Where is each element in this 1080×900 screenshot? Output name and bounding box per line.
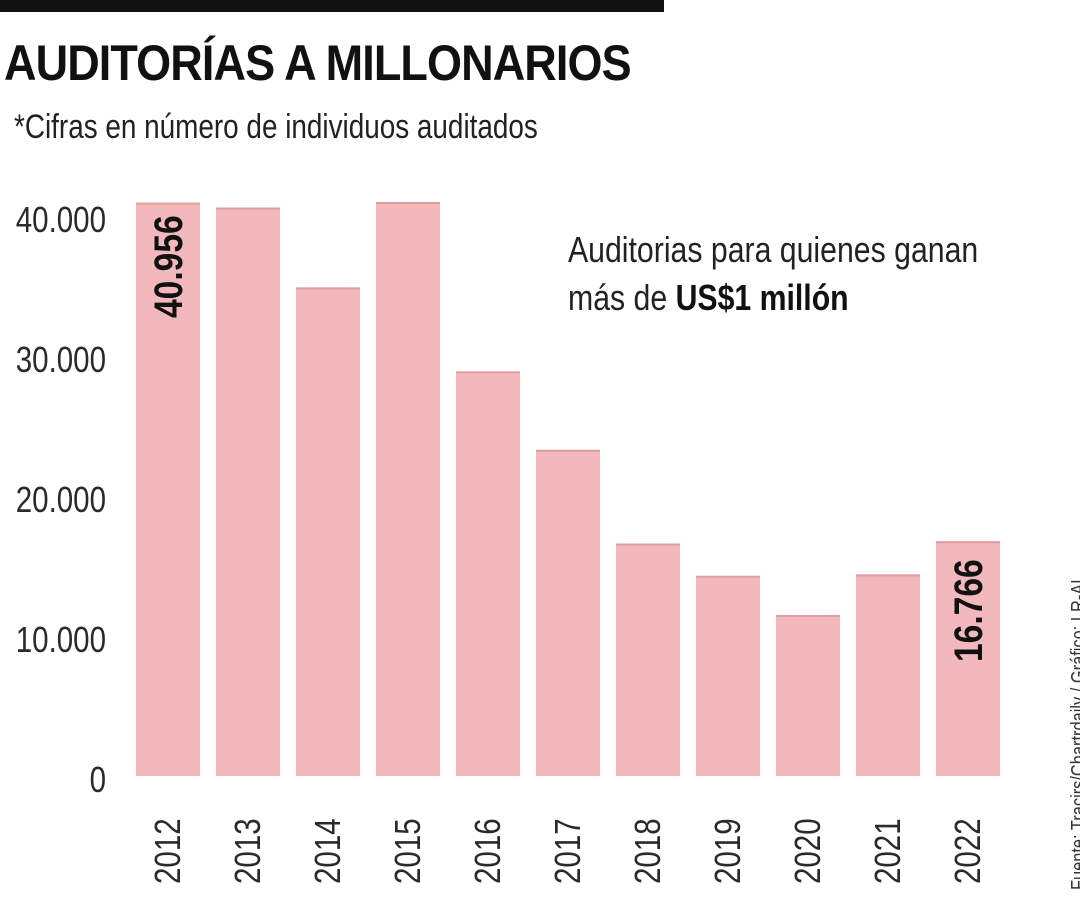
bar-2018 [616,543,680,776]
x-tick-label-2019: 2019 [707,818,747,884]
bar-2013 [216,207,280,777]
bar-2022 [936,541,1000,776]
y-tick-label: 10.000 [16,619,106,659]
bar-top-edge-2022 [936,541,1000,544]
bar-top-edge-2013 [216,207,280,210]
x-tick-label-2022: 2022 [947,818,987,884]
y-tick-label: 30.000 [16,339,106,379]
x-axis: 2012 2013 2014 2015 2016 2017 2018 2019 2020 2021… [147,818,987,884]
bar-top-edge-2016 [456,371,520,374]
annotation-line-1: Auditorias para quienes ganan [568,229,979,270]
annotation-line-2: más de US$1 millón [568,274,978,322]
top-rule [0,0,664,12]
data-label-2022: 16.766 [946,559,990,662]
bar-top-edge-2014 [296,287,360,290]
bar-2017 [536,449,600,776]
y-axis: 0 10.000 20.000 30.000 40.000 [16,199,106,799]
bar-top-edge-2012 [136,202,200,205]
bar-2016 [456,371,520,776]
chart-title: AUDITORÍAS A MILLONARIOS [4,35,632,91]
annotation-emphasis: US$1 millón [675,277,849,318]
x-tick-label-2021: 2021 [867,818,907,884]
y-tick-label: 0 [90,759,106,799]
x-tick-label-2014: 2014 [307,818,347,884]
x-tick-label-2013: 2013 [227,818,267,884]
bars [136,202,1000,777]
bar-top-edge-2018 [616,543,680,546]
annotation-line-2-prefix: más de [568,277,676,318]
annotation: Auditorias para quienes ganan más de US$… [568,226,978,322]
bar-top-edge-2015 [376,202,440,204]
x-tick-label-2015: 2015 [387,818,427,884]
data-labels: 40.956 16.766 [146,215,990,662]
y-tick-label: 40.000 [16,199,106,239]
x-tick-label-2016: 2016 [467,818,507,884]
source-credit: Fuente: Tracirs/Chartrdaily / Gráfico: L… [1068,574,1080,890]
x-tick-label-2020: 2020 [787,818,827,884]
bar-2021 [856,574,920,776]
chart-subtitle: *Cifras en número de individuos auditado… [14,108,538,146]
bar-2020 [776,615,840,776]
data-label-2012: 40.956 [146,215,190,318]
bar-2012 [136,202,200,777]
x-tick-label-2012: 2012 [147,818,187,884]
bar-top-edge-2020 [776,615,840,617]
x-tick-label-2018: 2018 [627,818,667,884]
x-tick-label-2017: 2017 [547,818,587,884]
bar-top-edge-2021 [856,574,920,577]
bar-top-edge-2019 [696,575,760,578]
bar-2014 [296,287,360,776]
bar-2015 [376,202,440,776]
bar-2019 [696,575,760,776]
y-tick-label: 20.000 [16,479,106,519]
bar-top-edge-2017 [536,449,600,452]
